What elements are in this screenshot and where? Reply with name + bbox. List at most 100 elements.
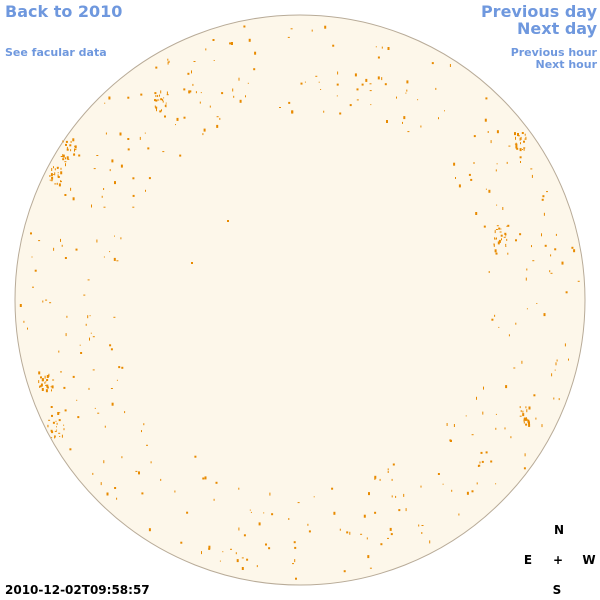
facula <box>216 116 219 118</box>
facula <box>505 235 507 237</box>
facula <box>268 547 271 550</box>
facula <box>227 220 229 222</box>
facula <box>403 116 406 120</box>
facula <box>476 482 478 485</box>
facula <box>421 532 423 534</box>
facula <box>553 397 555 400</box>
facula <box>377 76 380 80</box>
facula <box>498 326 500 328</box>
facula <box>150 461 152 464</box>
facula <box>520 142 521 145</box>
facula <box>431 62 434 65</box>
facula <box>109 251 111 253</box>
facula <box>525 277 527 281</box>
previous-hour-link[interactable]: Previous hour <box>511 46 598 59</box>
facula <box>391 478 393 481</box>
facula <box>116 260 119 262</box>
next-hour-link[interactable]: Next hour <box>536 58 598 71</box>
back-link[interactable]: Back to 2010 <box>5 2 122 21</box>
facula <box>331 487 334 490</box>
facula <box>132 206 135 208</box>
facula <box>45 381 47 383</box>
facula <box>45 299 48 301</box>
facula <box>38 240 41 242</box>
facula <box>45 389 48 393</box>
facula <box>455 177 456 179</box>
facula <box>453 424 455 427</box>
facula <box>494 314 496 317</box>
facula <box>164 115 166 118</box>
facula <box>513 367 516 369</box>
facula <box>368 492 370 496</box>
facula <box>62 154 65 158</box>
facula <box>109 344 112 347</box>
facula <box>103 460 105 464</box>
facula <box>219 560 221 562</box>
facula <box>39 385 41 388</box>
facular-link[interactable]: See facular data <box>5 46 107 59</box>
facula <box>64 194 67 196</box>
facula <box>46 386 49 389</box>
facula <box>186 511 189 514</box>
facula <box>235 552 237 555</box>
facula <box>73 153 76 156</box>
facula <box>356 99 359 101</box>
facula <box>60 167 62 170</box>
facula <box>495 229 498 230</box>
facula <box>49 175 51 177</box>
facula <box>143 423 145 426</box>
facula <box>97 412 100 414</box>
facula <box>121 366 124 369</box>
facula <box>132 194 135 197</box>
previous-day-link[interactable]: Previous day <box>481 2 598 21</box>
facula <box>293 541 296 544</box>
facula <box>66 146 68 149</box>
facula <box>523 421 525 424</box>
facula <box>80 352 83 354</box>
facula <box>155 95 157 97</box>
facula <box>62 154 64 158</box>
facula <box>573 249 576 253</box>
facula <box>54 183 57 185</box>
facula <box>94 407 96 409</box>
facula <box>532 260 535 262</box>
facula <box>100 482 102 486</box>
solar-disk <box>14 14 586 586</box>
facula <box>38 371 41 375</box>
next-day-link[interactable]: Next day <box>517 19 598 38</box>
facula <box>542 195 545 198</box>
facula <box>524 133 526 136</box>
facula <box>520 161 521 163</box>
facula <box>46 384 49 388</box>
facula <box>106 492 109 496</box>
facula <box>346 531 349 534</box>
facula <box>498 239 501 243</box>
facula <box>420 125 422 128</box>
facula <box>162 151 165 153</box>
facula <box>92 472 94 475</box>
facula <box>45 384 48 386</box>
facula <box>478 464 481 467</box>
facula <box>160 90 162 94</box>
facula <box>104 102 106 104</box>
facula <box>258 522 261 526</box>
facula <box>187 72 190 75</box>
facula <box>74 148 75 152</box>
facula <box>496 130 499 134</box>
facula <box>482 411 484 415</box>
facula <box>504 427 506 430</box>
facula <box>57 174 59 178</box>
compass-center: + <box>553 553 563 567</box>
faculae-layer <box>19 25 580 580</box>
facula <box>54 435 56 438</box>
facula <box>406 80 409 84</box>
facula <box>395 495 397 498</box>
facula <box>465 415 467 417</box>
facula <box>429 540 431 544</box>
facula <box>524 453 526 457</box>
facula <box>481 460 484 463</box>
facula <box>69 144 72 147</box>
facula <box>53 247 55 251</box>
facula <box>555 362 557 366</box>
facula <box>402 121 403 124</box>
